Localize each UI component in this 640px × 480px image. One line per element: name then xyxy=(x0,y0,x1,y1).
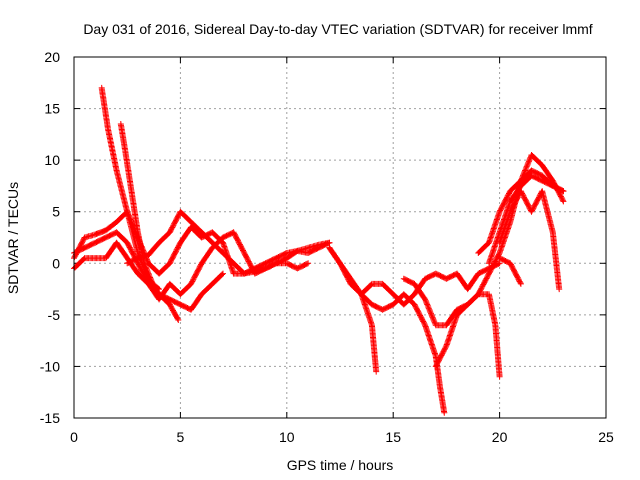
x-tick-label: 15 xyxy=(385,429,401,445)
y-tick-label: -10 xyxy=(40,358,60,374)
plot-frame xyxy=(73,56,607,419)
series-track-o xyxy=(496,255,524,287)
marker-track xyxy=(326,244,503,308)
series-track-f xyxy=(124,208,312,277)
y-tick-label: 20 xyxy=(44,49,60,65)
chart-title: Day 031 of 2016, Sidereal Day-to-day VTE… xyxy=(83,21,592,37)
series-track-m xyxy=(486,172,567,267)
x-axis-label: GPS time / hours xyxy=(287,457,394,473)
x-tick-label: 20 xyxy=(492,429,508,445)
x-tick-label: 5 xyxy=(177,429,185,445)
x-tick-label: 0 xyxy=(70,429,78,445)
x-tick-labels: 0 5 10 15 20 25 xyxy=(70,429,614,445)
y-tick-label: 10 xyxy=(44,152,60,168)
y-tick-label: -15 xyxy=(40,410,60,426)
marker-track xyxy=(358,291,448,416)
y-tick-label: 0 xyxy=(52,255,60,271)
data-series xyxy=(71,84,567,416)
y-tick-label: 5 xyxy=(52,204,60,220)
x-tick-label: 10 xyxy=(279,429,295,445)
series-track-n xyxy=(496,188,563,293)
y-tick-label: 15 xyxy=(44,101,60,117)
y-tick-label: -5 xyxy=(48,307,61,323)
series-track-h xyxy=(326,244,503,308)
marker-track xyxy=(124,208,312,277)
y-axis-label: SDTVAR / TECUs xyxy=(5,182,21,294)
marker-track xyxy=(496,255,524,287)
marker-track xyxy=(486,172,567,267)
x-tick-label: 25 xyxy=(598,429,614,445)
marker-track xyxy=(496,188,563,293)
series-track-i xyxy=(358,291,448,416)
y-tick-labels: -15 -10 -5 0 5 10 15 20 xyxy=(40,49,60,426)
